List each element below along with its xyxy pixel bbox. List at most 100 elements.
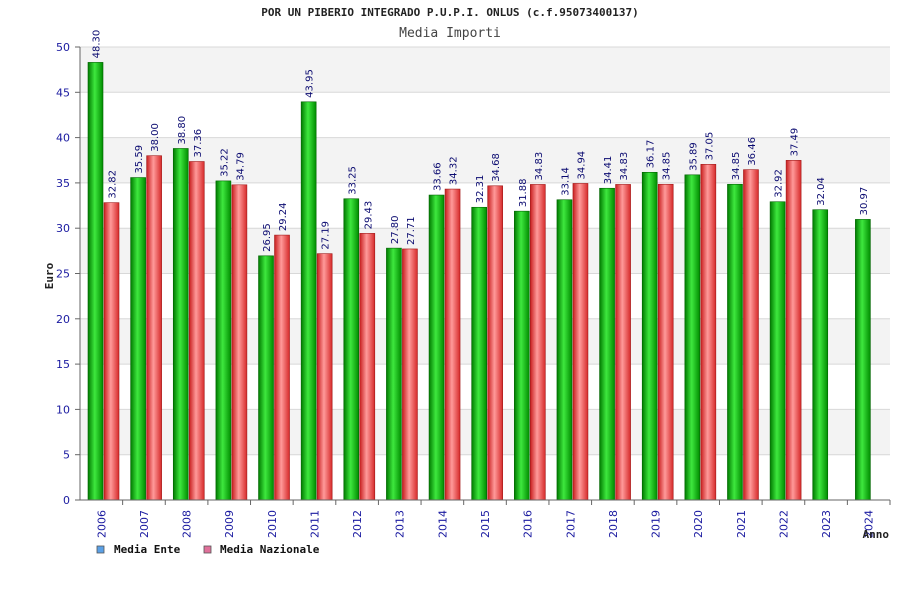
data-label: 32.04 xyxy=(816,177,827,206)
bar-media-nazionale xyxy=(743,169,759,501)
x-tick-label: 2020 xyxy=(692,510,705,538)
axes: 0 5 10 15 20 25 30 35 40 45 50 2006 2007 2008 2009 2010… xyxy=(56,41,891,538)
data-label: 29.24 xyxy=(278,202,289,231)
x-tick-label: 2021 xyxy=(735,510,748,538)
bar-media-ente xyxy=(514,210,530,501)
data-label: 34.85 xyxy=(731,152,742,181)
bar-media-nazionale xyxy=(657,183,674,501)
bar-media-ente xyxy=(215,180,232,501)
legend-swatch-media-ente xyxy=(96,545,105,554)
bar-media-ente xyxy=(855,219,871,501)
data-label: 37.05 xyxy=(704,132,715,161)
data-label: 29.43 xyxy=(363,201,374,230)
bar-media-nazionale xyxy=(572,183,589,501)
data-label: 27.19 xyxy=(321,221,332,250)
chart-subtitle: Media Importi xyxy=(399,26,501,41)
x-tick-label: 2012 xyxy=(351,510,364,538)
grid-band xyxy=(80,92,890,138)
bar-media-nazionale xyxy=(530,184,546,501)
data-label: 32.31 xyxy=(475,175,486,204)
y-tick-label: 50 xyxy=(56,41,70,54)
y-tick-label: 0 xyxy=(63,494,70,507)
data-label: 34.32 xyxy=(449,156,460,185)
bar-media-ente xyxy=(130,177,146,501)
data-label: 32.82 xyxy=(108,170,119,199)
bar-media-ente xyxy=(812,209,829,501)
bar-media-nazionale xyxy=(146,155,162,501)
data-label: 43.95 xyxy=(305,69,316,98)
grid-band xyxy=(80,47,890,93)
bar-media-nazionale xyxy=(487,185,503,501)
x-tick-label: 2010 xyxy=(266,510,279,538)
data-label: 30.97 xyxy=(859,187,870,216)
data-label: 36.46 xyxy=(747,137,758,166)
legend-label-media-ente: Media Ente xyxy=(114,543,181,556)
y-tick-label: 25 xyxy=(56,268,70,281)
bar-media-nazionale xyxy=(188,161,205,501)
bar-media-nazionale xyxy=(402,248,418,501)
bar-media-ente xyxy=(599,187,615,501)
y-tick-label: 45 xyxy=(56,86,70,99)
data-label: 35.59 xyxy=(134,145,145,174)
y-tick-label: 35 xyxy=(56,177,70,190)
bar-media-ente xyxy=(556,199,573,501)
bar-media-ente xyxy=(684,174,701,501)
bar-media-ente xyxy=(471,206,487,501)
bar-media-nazionale xyxy=(444,188,461,501)
bar-media-ente xyxy=(428,194,445,501)
data-label: 34.68 xyxy=(491,153,502,182)
bar-media-ente xyxy=(769,201,786,501)
x-tick-label: 2019 xyxy=(650,510,663,538)
data-label: 35.89 xyxy=(688,142,699,171)
x-tick-label: 2016 xyxy=(522,510,535,538)
data-label: 38.80 xyxy=(177,116,188,145)
x-tick-label: 2024 xyxy=(863,510,876,538)
x-tick-label: 2017 xyxy=(564,510,577,538)
x-tick-label: 2008 xyxy=(181,510,194,538)
bar-media-ente xyxy=(172,148,189,501)
data-label: 36.17 xyxy=(646,140,657,169)
bar-media-nazionale xyxy=(103,202,120,501)
bar-media-nazionale xyxy=(316,253,333,501)
data-label: 27.71 xyxy=(406,216,417,245)
bar-media-ente xyxy=(386,247,402,501)
data-label: 48.30 xyxy=(92,30,103,59)
bars xyxy=(87,62,871,501)
y-tick-label: 30 xyxy=(56,222,70,235)
data-labels: 48.30 32.82 35.59 38.00 38.80 37.36 35.22 34.79… xyxy=(92,30,870,252)
data-label: 35.22 xyxy=(219,148,230,177)
data-label: 38.00 xyxy=(150,123,161,152)
data-label: 34.41 xyxy=(603,156,614,185)
data-label: 34.83 xyxy=(534,152,545,181)
data-label: 37.49 xyxy=(790,128,801,157)
bar-media-nazionale xyxy=(359,233,376,501)
bar-media-ente xyxy=(300,101,317,501)
bar-media-ente xyxy=(258,255,274,501)
data-label: 33.14 xyxy=(560,167,571,196)
x-tick-label: 2018 xyxy=(607,510,620,538)
x-tick-label: 2013 xyxy=(394,510,407,538)
x-tick-label: 2007 xyxy=(138,510,151,538)
bar-media-nazionale xyxy=(231,184,248,501)
bar-media-nazionale xyxy=(785,160,802,501)
x-axis-label: Anno xyxy=(863,528,890,541)
legend: Media Ente Media Nazionale xyxy=(96,543,320,556)
y-tick-label: 15 xyxy=(56,358,70,371)
data-label: 33.66 xyxy=(433,162,444,191)
data-label: 32.92 xyxy=(774,169,785,198)
y-tick-label: 20 xyxy=(56,313,70,326)
data-label: 34.79 xyxy=(235,152,246,181)
y-axis-label: Euro xyxy=(43,262,56,289)
bar-media-ente xyxy=(727,183,743,501)
bar-media-ente xyxy=(87,62,104,501)
data-label: 34.85 xyxy=(662,152,673,181)
legend-label-media-nazionale: Media Nazionale xyxy=(220,543,320,556)
data-label: 34.83 xyxy=(619,152,630,181)
bar-media-ente xyxy=(343,198,360,501)
x-tick-label: 2023 xyxy=(820,510,833,538)
x-tick-label: 2009 xyxy=(223,510,236,538)
data-label: 33.25 xyxy=(347,166,358,195)
x-tick-label: 2014 xyxy=(436,510,449,538)
x-tick-label: 2015 xyxy=(479,510,492,538)
